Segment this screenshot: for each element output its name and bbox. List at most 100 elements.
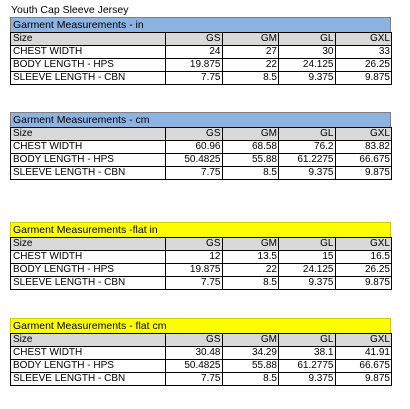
measurements-grid: Size GS GM GL GXL CHEST WIDTH 24 27 30 33 BODY LEN… bbox=[10, 32, 392, 85]
size-gs-header: GS bbox=[165, 237, 223, 251]
measurement-cell: 15 bbox=[278, 250, 336, 264]
measurement-cell: 7.75 bbox=[165, 166, 223, 180]
measurement-cell: 22 bbox=[221, 58, 279, 72]
table-row: CHEST WIDTH 12 13.5 15 16.5 bbox=[10, 250, 392, 264]
measurement-cell: 60.96 bbox=[165, 140, 223, 154]
header-row: Size GS GM GL GXL bbox=[10, 333, 392, 347]
size-header: Size bbox=[10, 127, 166, 141]
table-title: Garment Measurements -flat in bbox=[10, 222, 391, 237]
row-label: BODY LENGTH - HPS bbox=[10, 263, 166, 277]
table-row: BODY LENGTH - HPS 19.875 22 24.125 26.25 bbox=[10, 58, 392, 72]
measurements-grid: Size GS GM GL GXL CHEST WIDTH 60.96 68.58 76.2 83… bbox=[10, 127, 392, 180]
row-label: CHEST WIDTH bbox=[10, 250, 166, 264]
measurement-table: Garment Measurements - cm Size GS GM GL GXL CH… bbox=[10, 112, 392, 180]
table-row: SLEEVE LENGTH - CBN 7.75 8.5 9.375 9.875 bbox=[10, 71, 392, 85]
measurement-cell: 16.5 bbox=[334, 250, 392, 264]
row-label: CHEST WIDTH bbox=[10, 346, 166, 360]
measurement-cell: 9.875 bbox=[334, 372, 392, 386]
measurement-table: Garment Measurements - in Size GS GM GL GXL CH… bbox=[10, 17, 392, 85]
measurement-cell: 68.58 bbox=[221, 140, 279, 154]
measurement-cell: 24.125 bbox=[278, 263, 336, 277]
measurement-cell: 9.375 bbox=[278, 372, 336, 386]
size-gm-header: GM bbox=[221, 32, 279, 46]
row-label: CHEST WIDTH bbox=[10, 45, 166, 59]
measurement-cell: 22 bbox=[221, 263, 279, 277]
measurement-cell: 8.5 bbox=[221, 166, 279, 180]
table-row: BODY LENGTH - HPS 19.875 22 24.125 26.25 bbox=[10, 263, 392, 277]
measurement-cell: 55.88 bbox=[221, 359, 279, 373]
measurement-cell: 41.91 bbox=[334, 346, 392, 360]
header-row: Size GS GM GL GXL bbox=[10, 127, 392, 141]
page-title: Youth Cap Sleeve Jersey bbox=[11, 4, 129, 16]
measurement-cell: 7.75 bbox=[165, 71, 223, 85]
size-gs-header: GS bbox=[165, 32, 223, 46]
size-gxl-header: GXL bbox=[334, 333, 392, 347]
size-gs-header: GS bbox=[165, 127, 223, 141]
header-row: Size GS GM GL GXL bbox=[10, 32, 392, 46]
measurement-cell: 38.1 bbox=[278, 346, 336, 360]
measurement-cell: 66.675 bbox=[334, 153, 392, 167]
table-row: CHEST WIDTH 60.96 68.58 76.2 83.82 bbox=[10, 140, 392, 154]
measurement-cell: 9.375 bbox=[278, 276, 336, 290]
measurement-cell: 50.4825 bbox=[165, 359, 223, 373]
row-label: SLEEVE LENGTH - CBN bbox=[10, 372, 166, 386]
measurement-cell: 33 bbox=[334, 45, 392, 59]
row-label: SLEEVE LENGTH - CBN bbox=[10, 166, 166, 180]
size-gl-header: GL bbox=[278, 32, 336, 46]
size-header: Size bbox=[10, 333, 166, 347]
measurement-cell: 30 bbox=[278, 45, 336, 59]
measurement-cell: 26.25 bbox=[334, 263, 392, 277]
measurement-cell: 19.875 bbox=[165, 58, 223, 72]
measurement-cell: 7.75 bbox=[165, 372, 223, 386]
measurement-cell: 83.82 bbox=[334, 140, 392, 154]
measurement-cell: 76.2 bbox=[278, 140, 336, 154]
measurement-cell: 8.5 bbox=[221, 372, 279, 386]
measurement-cell: 9.375 bbox=[278, 71, 336, 85]
row-label: SLEEVE LENGTH - CBN bbox=[10, 276, 166, 290]
measurement-cell: 61.2275 bbox=[278, 153, 336, 167]
row-label: BODY LENGTH - HPS bbox=[10, 359, 166, 373]
size-gm-header: GM bbox=[221, 333, 279, 347]
size-gm-header: GM bbox=[221, 127, 279, 141]
header-row: Size GS GM GL GXL bbox=[10, 237, 392, 251]
table-row: SLEEVE LENGTH - CBN 7.75 8.5 9.375 9.875 bbox=[10, 372, 392, 386]
measurement-cell: 19.875 bbox=[165, 263, 223, 277]
row-label: BODY LENGTH - HPS bbox=[10, 153, 166, 167]
measurement-cell: 24.125 bbox=[278, 58, 336, 72]
size-header: Size bbox=[10, 237, 166, 251]
row-label: BODY LENGTH - HPS bbox=[10, 58, 166, 72]
table-row: CHEST WIDTH 24 27 30 33 bbox=[10, 45, 392, 59]
table-row: BODY LENGTH - HPS 50.4825 55.88 61.2275 66.6… bbox=[10, 153, 392, 167]
measurement-cell: 27 bbox=[221, 45, 279, 59]
size-header: Size bbox=[10, 32, 166, 46]
size-gxl-header: GXL bbox=[334, 237, 392, 251]
measurement-cell: 55.88 bbox=[221, 153, 279, 167]
measurement-table: Garment Measurements -flat in Size GS GM GL G… bbox=[10, 222, 392, 290]
table-row: BODY LENGTH - HPS 50.4825 55.88 61.2775 66.6… bbox=[10, 359, 392, 373]
measurement-table: Garment Measurements - flat cm Size GS GM GL… bbox=[10, 318, 392, 386]
size-gm-header: GM bbox=[221, 237, 279, 251]
measurement-cell: 66.675 bbox=[334, 359, 392, 373]
measurement-cell: 9.875 bbox=[334, 71, 392, 85]
measurement-cell: 30.48 bbox=[165, 346, 223, 360]
measurement-cell: 8.5 bbox=[221, 276, 279, 290]
size-gxl-header: GXL bbox=[334, 32, 392, 46]
row-label: CHEST WIDTH bbox=[10, 140, 166, 154]
measurement-cell: 12 bbox=[165, 250, 223, 264]
size-gs-header: GS bbox=[165, 333, 223, 347]
table-row: SLEEVE LENGTH - CBN 7.75 8.5 9.375 9.875 bbox=[10, 276, 392, 290]
measurements-grid: Size GS GM GL GXL CHEST WIDTH 30.48 34.29 38.1 41… bbox=[10, 333, 392, 386]
measurement-cell: 34.29 bbox=[221, 346, 279, 360]
measurement-cell: 61.2775 bbox=[278, 359, 336, 373]
measurement-cell: 9.375 bbox=[278, 166, 336, 180]
size-gxl-header: GXL bbox=[334, 127, 392, 141]
measurement-cell: 13.5 bbox=[221, 250, 279, 264]
table-title: Garment Measurements - in bbox=[10, 17, 391, 32]
measurement-cell: 26.25 bbox=[334, 58, 392, 72]
table-row: CHEST WIDTH 30.48 34.29 38.1 41.91 bbox=[10, 346, 392, 360]
measurements-grid: Size GS GM GL GXL CHEST WIDTH 12 13.5 15 16.5 BODY… bbox=[10, 237, 392, 290]
measurement-cell: 9.875 bbox=[334, 166, 392, 180]
size-gl-header: GL bbox=[278, 127, 336, 141]
measurement-cell: 9.875 bbox=[334, 276, 392, 290]
table-title: Garment Measurements - cm bbox=[10, 112, 391, 127]
